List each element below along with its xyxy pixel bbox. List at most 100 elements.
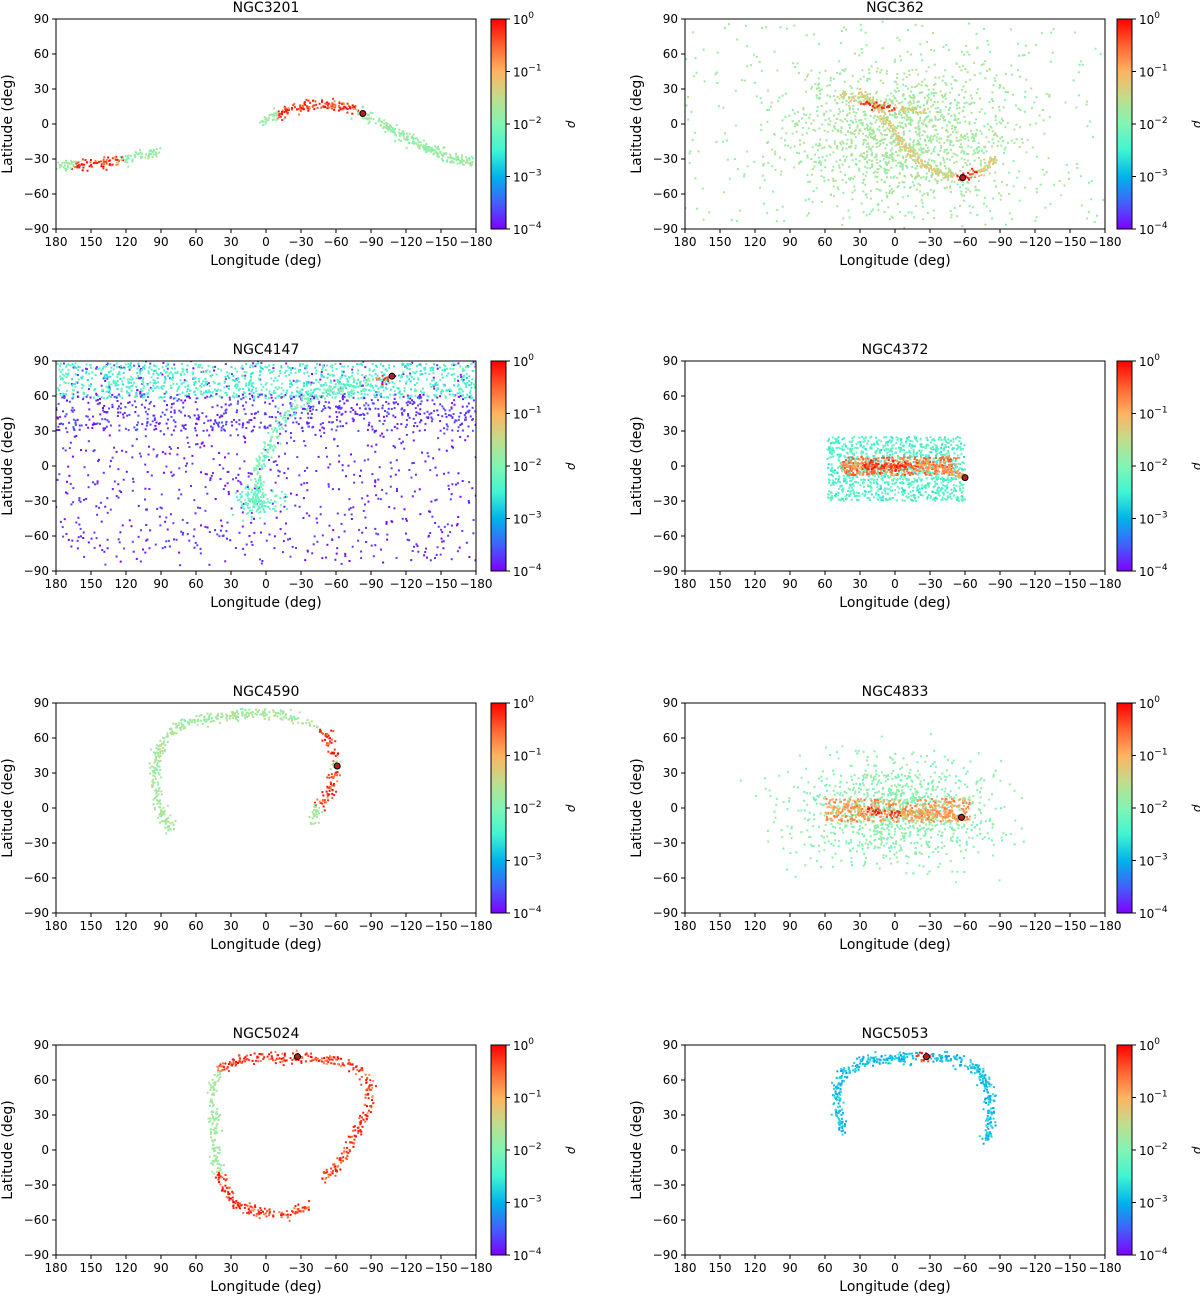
stream-point (127, 165, 130, 168)
stream-point (408, 367, 411, 370)
stream-point (955, 62, 958, 65)
stream-point (135, 557, 138, 560)
stream-point (252, 392, 255, 394)
stream-point (816, 106, 819, 109)
stream-point (875, 153, 878, 156)
stream-point (961, 194, 964, 197)
stream-point (895, 100, 898, 102)
stream-point (851, 191, 854, 194)
stream-point (887, 122, 890, 125)
stream-point (224, 456, 226, 459)
stream-point (295, 380, 298, 383)
stream-point (979, 159, 982, 162)
stream-point (385, 492, 388, 495)
stream-point (862, 141, 865, 144)
stream-point (464, 416, 467, 419)
stream-point (832, 151, 835, 154)
stream-point (878, 104, 881, 107)
stream-point (105, 425, 108, 428)
stream-point (300, 388, 303, 391)
stream-point (156, 385, 159, 388)
stream-point (142, 548, 144, 551)
stream-point (943, 94, 946, 97)
stream-point (64, 393, 67, 395)
stream-point (908, 95, 911, 98)
stream-point (900, 116, 903, 119)
stream-point (927, 139, 930, 142)
stream-point (397, 138, 400, 141)
stream-point (359, 383, 362, 386)
stream-point (900, 165, 903, 168)
stream-point (280, 396, 283, 399)
stream-point (130, 375, 133, 378)
stream-point (908, 129, 911, 132)
stream-point (91, 423, 94, 426)
stream-point (888, 189, 891, 192)
stream-point (342, 102, 345, 105)
stream-point (249, 375, 252, 378)
stream-point (893, 61, 896, 63)
stream-point (391, 381, 394, 384)
stream-point (882, 107, 885, 110)
stream-point (933, 134, 936, 137)
stream-point (183, 379, 186, 382)
stream-point (1029, 177, 1032, 180)
stream-point (341, 108, 344, 111)
stream-point (983, 165, 986, 168)
stream-point (322, 408, 325, 411)
stream-point (325, 556, 327, 559)
stream-point (1063, 184, 1066, 187)
stream-point (860, 100, 863, 103)
stream-point (867, 100, 869, 103)
stream-point (108, 395, 111, 397)
stream-point (170, 447, 172, 450)
stream-point (154, 387, 157, 389)
stream-point (160, 372, 162, 374)
stream-point (104, 505, 107, 508)
stream-point (910, 90, 913, 93)
stream-point (388, 366, 391, 369)
stream-point (132, 550, 135, 553)
stream-point (316, 363, 318, 366)
stream-point (142, 377, 145, 379)
stream-point (961, 88, 964, 91)
stream-point (74, 419, 77, 422)
stream-point (82, 531, 85, 534)
stream-point (462, 380, 465, 383)
stream-point (933, 159, 936, 162)
stream-point (909, 123, 912, 126)
stream-point (941, 126, 944, 129)
stream-point (803, 113, 806, 116)
stream-point (938, 137, 941, 140)
stream-point (236, 490, 239, 493)
stream-point (172, 376, 174, 379)
stream-point (407, 138, 409, 141)
stream-point (186, 364, 189, 367)
stream-point (940, 146, 942, 149)
stream-point (214, 420, 217, 423)
stream-point (200, 382, 203, 385)
stream-point (930, 176, 933, 178)
stream-point (413, 142, 415, 145)
stream-point (703, 80, 706, 83)
stream-point (102, 407, 104, 409)
stream-point (1019, 109, 1022, 112)
stream-point (917, 143, 920, 146)
stream-point (905, 76, 908, 79)
stream-point (71, 161, 74, 164)
stream-point (104, 563, 107, 566)
stream-point (277, 113, 280, 116)
stream-point (1019, 126, 1021, 129)
stream-point (72, 163, 75, 166)
stream-point (352, 396, 355, 399)
stream-point (343, 395, 346, 398)
stream-point (860, 48, 863, 50)
stream-point (855, 163, 857, 165)
stream-point (909, 186, 912, 188)
stream-point (299, 363, 302, 365)
stream-point (425, 547, 427, 550)
stream-point (110, 366, 113, 369)
stream-point (944, 82, 947, 84)
stream-point (231, 424, 234, 427)
stream-point (832, 77, 835, 80)
